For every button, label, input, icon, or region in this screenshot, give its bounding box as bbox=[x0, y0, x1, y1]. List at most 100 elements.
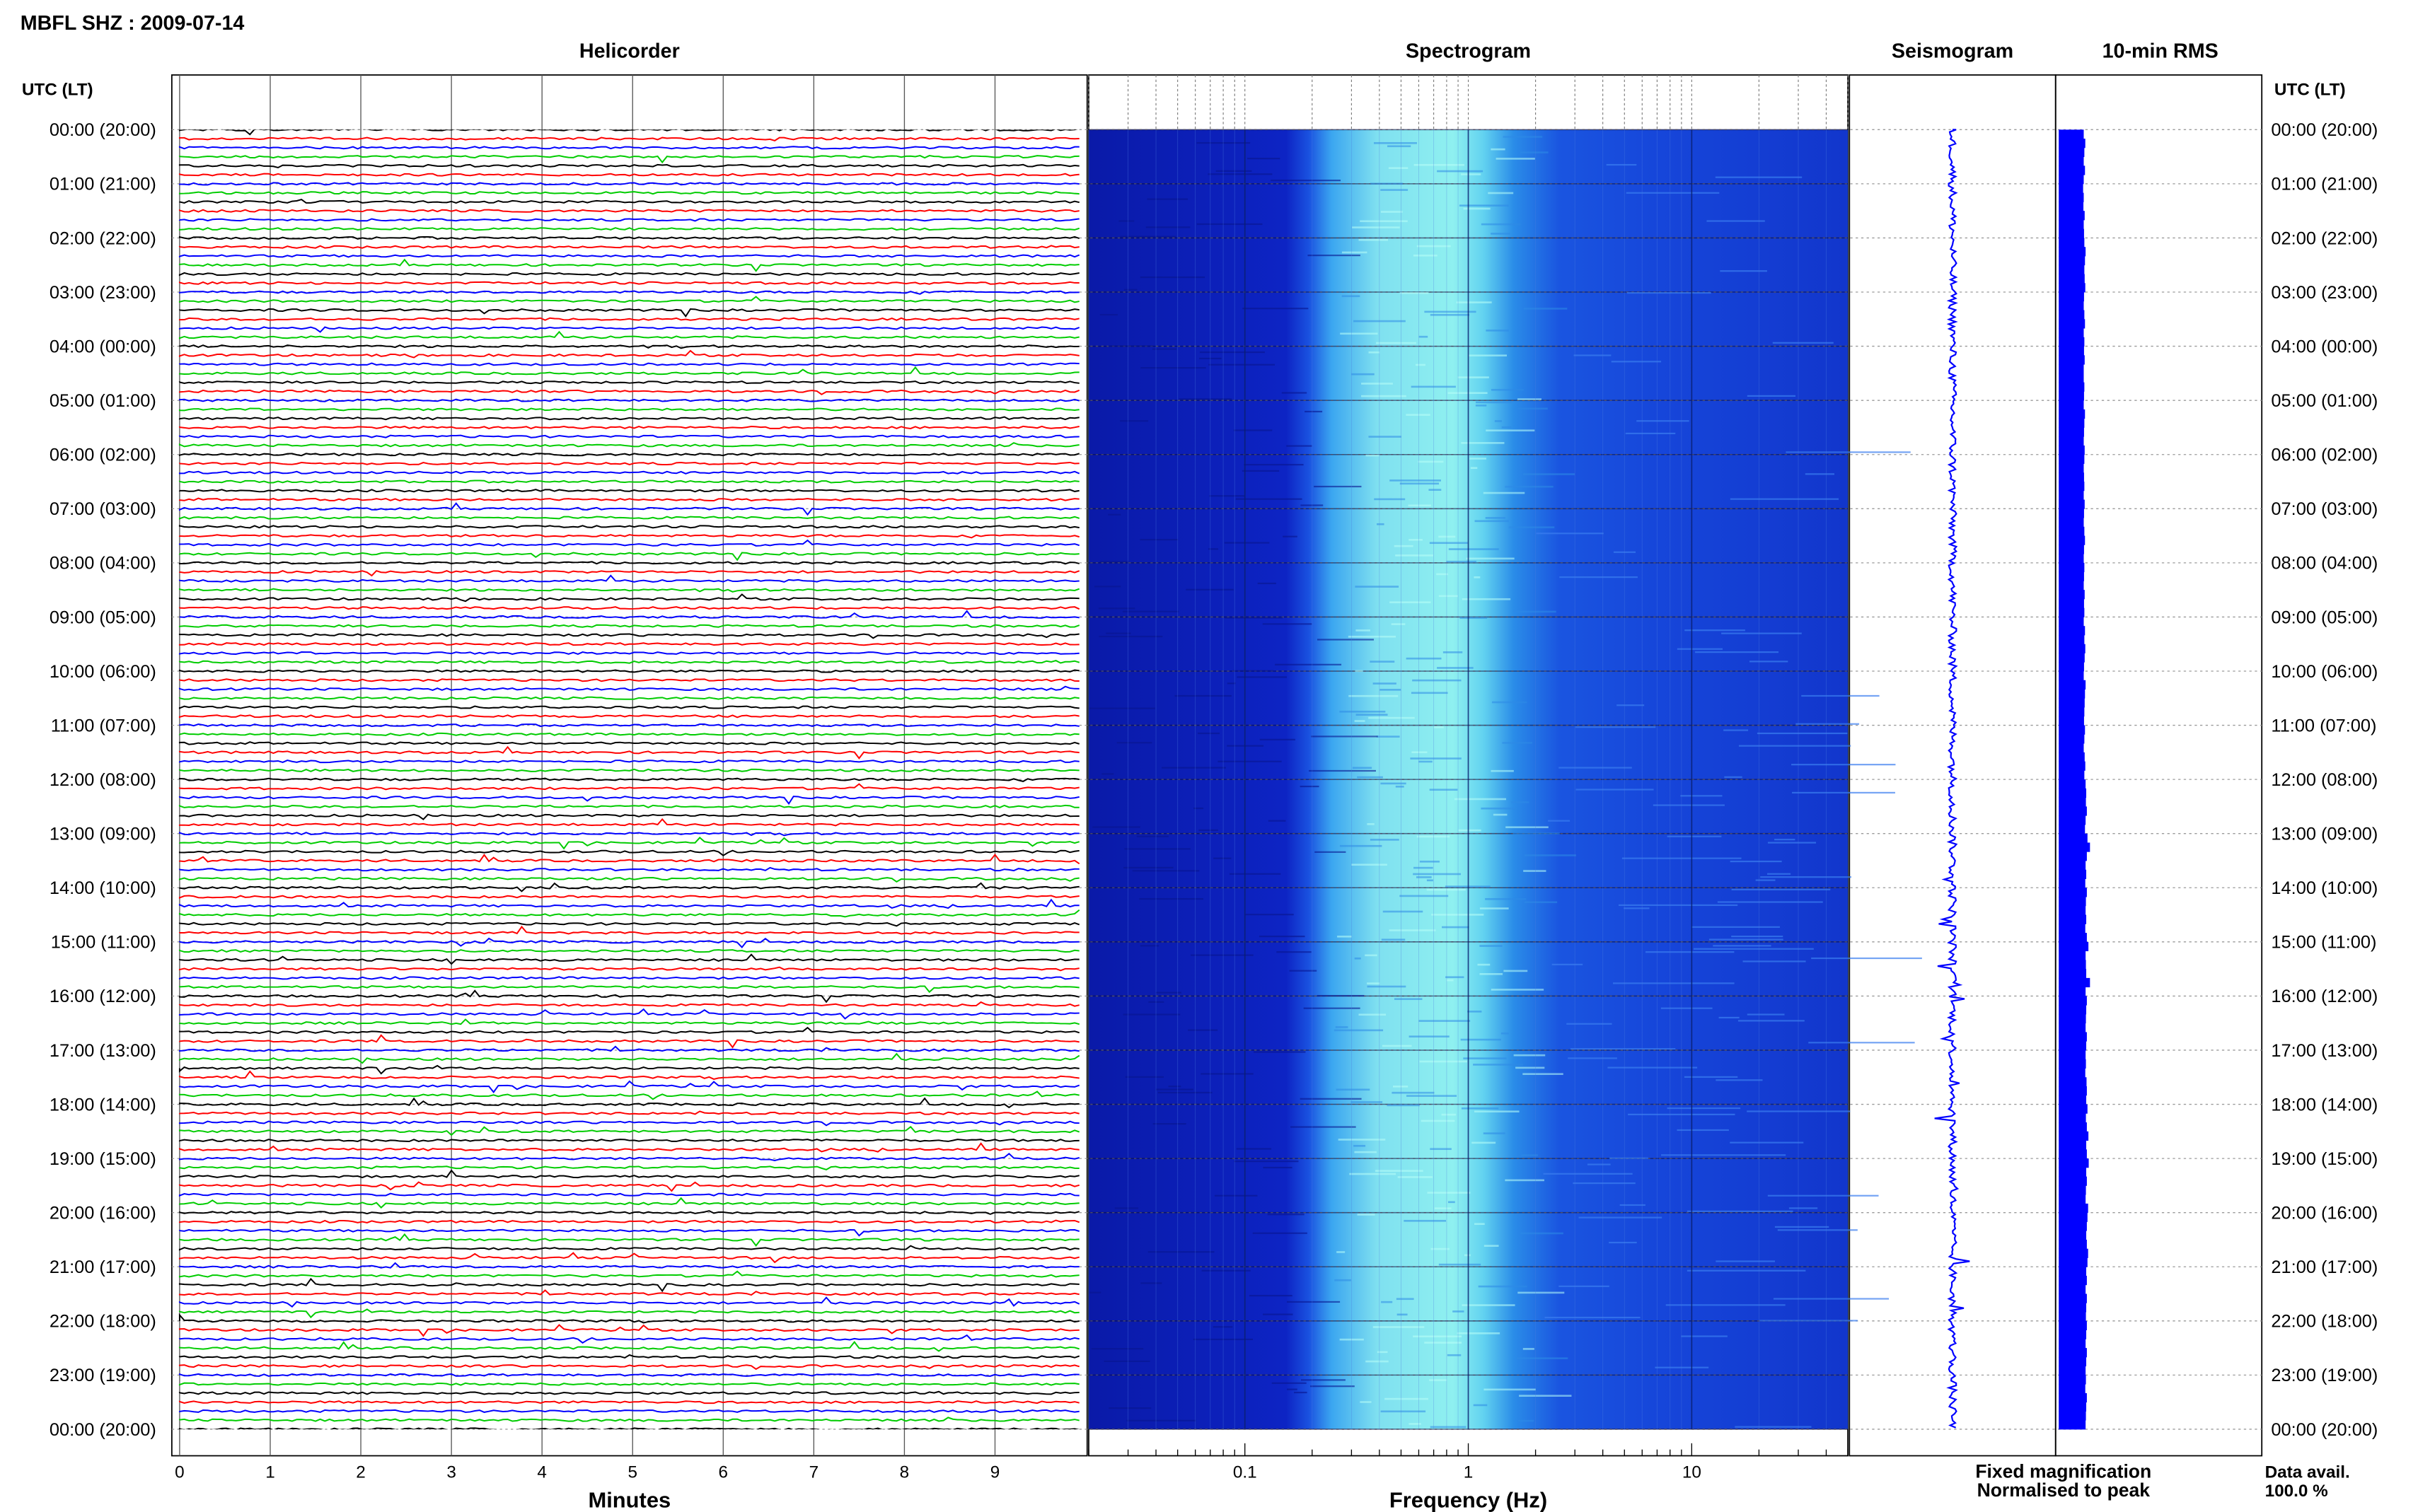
rms-bar bbox=[2059, 1023, 2086, 1033]
spectrogram-speckle bbox=[1513, 1054, 1546, 1057]
helicorder-trace bbox=[178, 1181, 1080, 1192]
spectrogram-speckle bbox=[1434, 1207, 1452, 1209]
rms-frame bbox=[2054, 74, 2263, 1457]
spectrogram-streak bbox=[1551, 963, 1583, 965]
rms-bar bbox=[2059, 264, 2085, 274]
time-label-left: 20:00 (16:00) bbox=[50, 1204, 156, 1223]
spectrogram-speckle bbox=[1380, 189, 1408, 191]
spectrogram-speckle bbox=[1431, 914, 1484, 916]
figure-title: MBFL SHZ : 2009-07-14 bbox=[21, 12, 245, 35]
spectrogram-speckle bbox=[1396, 1298, 1414, 1301]
spectrogram-speckle bbox=[1399, 482, 1440, 485]
spectrogram-speckle bbox=[1430, 313, 1470, 316]
spectrogram-streak bbox=[1693, 948, 1814, 950]
helicorder-trace bbox=[178, 317, 1080, 321]
spectrogram-speckle bbox=[1517, 1291, 1565, 1294]
spectrogram-streak bbox=[1708, 938, 1783, 941]
helicorder-trace bbox=[178, 1070, 1080, 1080]
spectrogram-speckle bbox=[1355, 714, 1388, 716]
spectrogram-streak bbox=[1767, 1194, 1879, 1197]
helicorder-trace bbox=[178, 1052, 1080, 1064]
spectrogram-speckle bbox=[1416, 364, 1425, 366]
rms-bar bbox=[2059, 1239, 2087, 1250]
rms-bar bbox=[2059, 607, 2085, 617]
spectrogram-speckle bbox=[1512, 832, 1560, 834]
seismogram-panel-title: Seismogram bbox=[1892, 40, 2013, 63]
spectrogram-streak bbox=[1613, 551, 1636, 553]
helicorder-trace bbox=[178, 349, 1080, 359]
rms-bar bbox=[2059, 1194, 2086, 1204]
spectrogram-speckle bbox=[1469, 458, 1486, 460]
spectrogram-streak bbox=[1677, 1129, 1729, 1132]
spectrogram-speckle bbox=[1461, 1107, 1499, 1110]
rms-bar bbox=[2059, 752, 2085, 762]
rms-bar bbox=[2059, 869, 2087, 879]
helicorder-trace bbox=[178, 1296, 1080, 1308]
spectrogram-dark-streak bbox=[1213, 857, 1232, 859]
time-label-left: 08:00 (04:00) bbox=[50, 554, 156, 574]
rms-bar bbox=[2059, 247, 2086, 257]
spectrogram-streak bbox=[1716, 1079, 1763, 1081]
spectrogram-dark-streak bbox=[1120, 420, 1149, 422]
spectrogram-dark-streak bbox=[1136, 835, 1169, 837]
spectrogram-streak bbox=[1681, 1335, 1728, 1337]
rms-bar bbox=[2059, 670, 2084, 681]
spectrogram-streak bbox=[1757, 732, 1848, 735]
spectrogram-speckle bbox=[1491, 233, 1511, 235]
spectrogram-speckle bbox=[1486, 330, 1509, 332]
spectrogram-speckle bbox=[1430, 1148, 1452, 1151]
spectrogram-speckle bbox=[1424, 310, 1476, 313]
spectrogram-dark-streak bbox=[1300, 785, 1319, 788]
helicorder-trace bbox=[178, 1142, 1080, 1153]
spectrogram-streak bbox=[1808, 1042, 1915, 1044]
spectrogram-dark-streak bbox=[1271, 179, 1341, 182]
rms-bar bbox=[2059, 1284, 2086, 1294]
spectrogram-dark-streak bbox=[1104, 1360, 1150, 1362]
helicorder-trace bbox=[178, 714, 1080, 719]
spectrogram-speckle bbox=[1348, 635, 1396, 638]
spectrogram-speckle bbox=[1485, 517, 1506, 519]
spectrogram-dark-streak bbox=[1120, 235, 1176, 238]
spectrogram-dark-streak bbox=[1209, 495, 1245, 497]
spectrogram-dark-streak bbox=[1199, 351, 1265, 354]
spectrogram-dark-streak bbox=[1199, 357, 1222, 359]
rms-bar bbox=[2059, 1392, 2087, 1403]
helicorder-trace bbox=[179, 610, 1080, 619]
rms-bar bbox=[2059, 788, 2087, 798]
helicorder-trace bbox=[178, 1091, 1080, 1100]
rms-bar bbox=[2059, 418, 2085, 428]
rms-bar bbox=[2059, 156, 2084, 166]
spectrogram-dark-streak bbox=[1245, 914, 1294, 916]
spectrogram-speckle bbox=[1429, 542, 1468, 545]
spectrogram-dark-streak bbox=[1092, 826, 1140, 828]
spectrogram-speckle bbox=[1388, 167, 1408, 169]
spectrogram-speckle bbox=[1375, 1170, 1423, 1172]
rms-bar bbox=[2059, 183, 2083, 194]
rms-bar bbox=[2059, 409, 2086, 419]
spectrogram-speckle bbox=[1352, 226, 1400, 228]
rms-bar bbox=[2059, 1384, 2086, 1394]
rms-bar bbox=[2059, 454, 2085, 464]
spectrogram-speckle bbox=[1399, 895, 1449, 897]
rms-bar bbox=[2059, 1185, 2086, 1195]
helicorder-trace bbox=[178, 479, 1080, 484]
rms-bar bbox=[2059, 436, 2084, 446]
spectrogram-speckle bbox=[1341, 295, 1360, 298]
spectrogram-dark-streak bbox=[1147, 1251, 1215, 1253]
spectrogram-speckle bbox=[1460, 1038, 1501, 1041]
helicorder-trace bbox=[178, 296, 1080, 303]
spectrogram-speckle bbox=[1354, 1151, 1377, 1153]
spectrogram-dark-streak bbox=[1208, 173, 1273, 175]
helicorder-trace bbox=[178, 921, 1080, 927]
rms-bar bbox=[2059, 518, 2084, 528]
spectrogram-dark-streak bbox=[1193, 807, 1204, 810]
spectrogram-speckle bbox=[1441, 1113, 1457, 1116]
spectrogram-speckle bbox=[1438, 1263, 1481, 1266]
spectrogram-dark-streak bbox=[1098, 607, 1135, 610]
spectrogram-streak bbox=[1695, 651, 1779, 653]
spectrogram-speckle bbox=[1483, 1245, 1499, 1247]
rms-bar bbox=[2059, 815, 2086, 825]
spectrogram-speckle bbox=[1355, 670, 1363, 673]
helicorder-trace bbox=[178, 1026, 1080, 1034]
